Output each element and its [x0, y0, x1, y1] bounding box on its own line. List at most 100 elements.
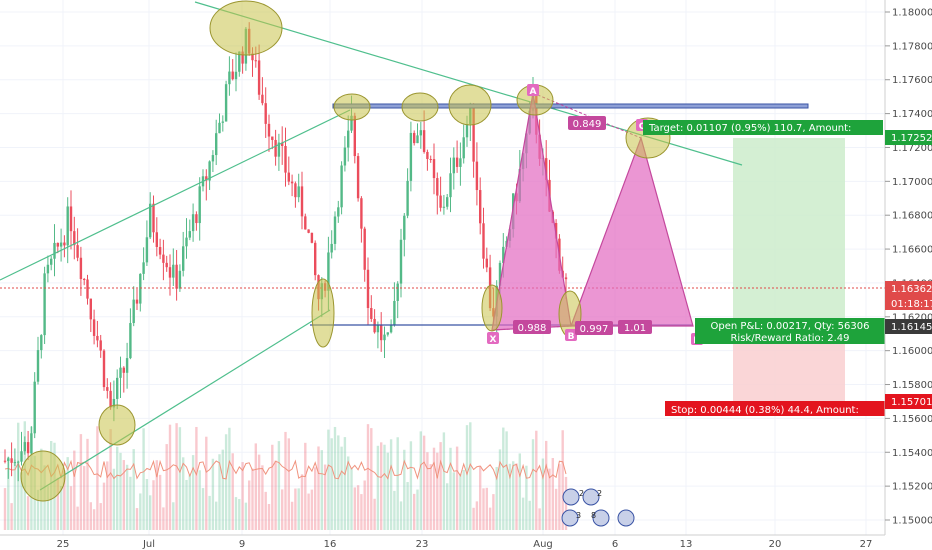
candle-body	[46, 264, 50, 274]
volume-bar	[469, 422, 472, 530]
volume-bar	[416, 489, 419, 530]
candle-body	[327, 252, 330, 291]
volume-bar	[495, 466, 498, 530]
volume-bar	[356, 485, 360, 530]
volume-bar	[376, 445, 380, 530]
volume-bar	[310, 489, 314, 530]
candle-body	[389, 324, 393, 333]
axis-price-tags: 1.17252 1.16362 01:18:17 1.16145 1.15701	[885, 130, 932, 409]
y-tick-label: 1.15400	[892, 448, 932, 459]
volume-bar	[36, 489, 40, 530]
target-label: Target: 0.01107 (0.95%) 110.7, Amount:	[648, 123, 851, 134]
candle-body	[112, 398, 116, 408]
candle-body	[125, 358, 129, 373]
volume-bar	[244, 502, 248, 530]
y-tick-label: 1.15000	[892, 516, 932, 527]
volume-bar	[429, 464, 432, 530]
candle-body	[50, 258, 53, 265]
candle-body	[36, 350, 40, 382]
time-axis[interactable]: 25 Jul 9 16 23 Aug 6 13 20 27	[57, 539, 873, 550]
candle-body	[267, 123, 271, 137]
candle-body	[79, 257, 83, 280]
volume-bar	[545, 440, 548, 530]
volume-bar	[472, 507, 475, 530]
ratio-xb-label: 0.988	[518, 323, 547, 334]
volume-bar	[488, 507, 492, 530]
candle-body	[482, 223, 485, 259]
candle-body	[152, 203, 155, 233]
volume-bar	[297, 488, 300, 530]
volume-bar	[142, 428, 145, 530]
volume-bar	[548, 468, 551, 530]
x-tick-label: 20	[769, 539, 782, 550]
volume-bar	[380, 442, 383, 530]
volume-bar	[538, 508, 541, 530]
candle-body	[271, 136, 274, 140]
volume-bar	[515, 463, 518, 530]
volume-bar	[56, 477, 59, 530]
lower-ascending-trendline	[39, 309, 331, 491]
volume-bar	[307, 493, 310, 530]
ratio-cd-label: 1.01	[624, 323, 646, 334]
volume-bar	[122, 460, 125, 530]
candle-body	[409, 132, 413, 181]
volume-bar	[59, 485, 63, 530]
candle-body	[449, 173, 452, 198]
volume-bar	[277, 441, 281, 530]
x-tick-label: 9	[239, 539, 245, 550]
volume-bar	[432, 447, 436, 530]
volume-bar	[7, 456, 10, 530]
candle-body	[116, 377, 119, 399]
volume-bar	[106, 461, 109, 530]
y-tick-label: 1.16200	[892, 312, 932, 323]
candle-body	[462, 137, 465, 159]
volume-bar	[525, 465, 528, 530]
candle-body	[416, 135, 419, 144]
volume-bar	[112, 468, 116, 530]
volume-bar	[195, 426, 198, 530]
candle-body	[284, 145, 287, 173]
candle-body	[419, 130, 422, 136]
moving-average-line	[4, 459, 567, 481]
candle-body	[3, 460, 7, 462]
volume-bar	[340, 446, 343, 530]
highlight-circles	[20, 0, 671, 502]
candle-body	[373, 318, 376, 333]
candle-body	[393, 300, 396, 325]
volume-bar	[132, 449, 135, 530]
candle-body	[63, 242, 66, 246]
candle-body	[86, 279, 89, 299]
event-count-1: 2	[579, 489, 584, 498]
volume-bar	[343, 437, 347, 530]
volume-bar	[455, 446, 459, 530]
candle-body	[264, 103, 267, 124]
candle-body	[314, 242, 317, 276]
volume-bar	[363, 480, 366, 530]
candle-body	[304, 216, 307, 230]
volume-bar	[211, 458, 215, 530]
candle-body	[350, 115, 353, 131]
volume-bar	[149, 495, 152, 530]
volume-bar	[155, 460, 158, 530]
candle-body	[172, 264, 175, 278]
volume-bar	[241, 462, 244, 530]
volume-bar	[439, 442, 442, 530]
volume-bar	[165, 444, 168, 530]
volume-bar	[320, 450, 323, 530]
candle-body	[465, 124, 469, 138]
volume-bar	[518, 453, 521, 530]
candle-body	[208, 161, 211, 181]
candle-body	[228, 71, 231, 85]
candle-body	[426, 151, 429, 159]
volume-bar	[459, 473, 462, 530]
candle-body	[455, 157, 459, 167]
candle-body	[175, 264, 178, 289]
x-tick-label: Aug	[533, 539, 553, 550]
volume-bar	[152, 480, 155, 530]
candle-body	[129, 323, 132, 359]
pattern-xb-line	[491, 325, 572, 331]
volume-bar	[221, 449, 224, 530]
candle-body	[83, 279, 86, 281]
volume-bar	[370, 428, 373, 530]
